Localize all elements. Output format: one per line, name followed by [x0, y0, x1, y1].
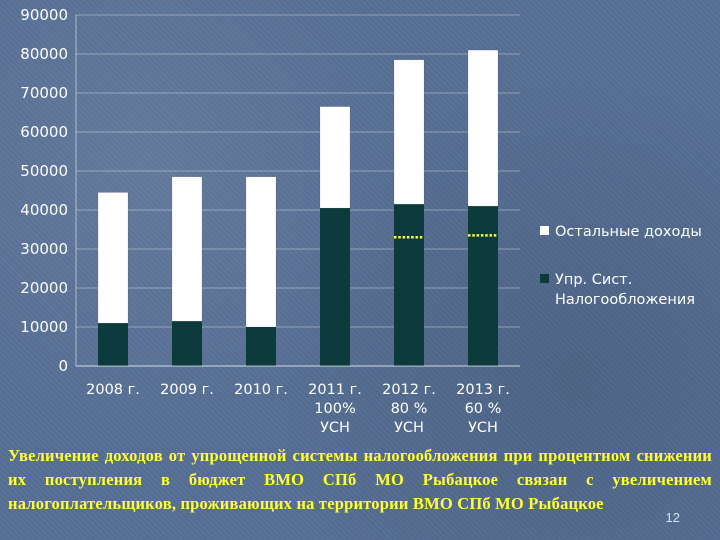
- y-tick-label: 0: [58, 357, 68, 375]
- page-number: 12: [665, 510, 680, 525]
- legend-swatch-other: [540, 226, 549, 235]
- y-tick-label: 90000: [20, 6, 68, 24]
- bar-segment-usn: [394, 204, 424, 366]
- slide-caption: Увеличение доходов от упрощенной системы…: [8, 446, 712, 513]
- y-tick-label: 50000: [20, 162, 68, 180]
- y-tick-label: 20000: [20, 279, 68, 297]
- bar-segment-other: [467, 49, 499, 207]
- bar-segment-usn: [246, 327, 276, 366]
- y-tick-label: 10000: [20, 318, 68, 336]
- bar-segment-other: [319, 106, 351, 209]
- x-axis-labels: 2008 г. 2009 г. 2010 г. 2011 г. 100% УСН 2012 …: [86, 382, 510, 436]
- grid-lines: [76, 14, 520, 367]
- legend-swatch-usn: [540, 274, 549, 283]
- bars: [97, 49, 499, 366]
- x-tick-label: 2010 г.: [234, 382, 288, 398]
- bar-segment-other: [97, 192, 129, 324]
- y-axis: 0 10000 20000 30000 40000 50000 60000 70000 8000…: [20, 6, 520, 375]
- legend-label: Упр. Сист. Налогообложения: [555, 272, 695, 308]
- bar-segment-usn: [468, 206, 498, 366]
- bar-segment-usn: [98, 323, 128, 366]
- x-tick-label: 2011 г. 100% УСН: [308, 382, 362, 436]
- y-tick-label: 70000: [20, 84, 68, 102]
- bar-segment-usn: [172, 321, 202, 366]
- legend-label: Остальные доходы: [555, 224, 702, 240]
- x-tick-label: 2012 г. 80 % УСН: [382, 382, 436, 436]
- bar-segment-other: [171, 176, 203, 322]
- x-tick-label: 2013 г. 60 % УСН: [456, 382, 510, 436]
- y-tick-label: 40000: [20, 201, 68, 219]
- threshold-markers: [394, 234, 498, 239]
- bar-segment-usn: [320, 208, 350, 366]
- y-tick-label: 80000: [20, 45, 68, 63]
- y-tick-label: 30000: [20, 240, 68, 258]
- bar-segment-other: [393, 59, 425, 205]
- y-tick-label: 60000: [20, 123, 68, 141]
- x-tick-label: 2009 г.: [160, 382, 214, 398]
- bar-segment-other: [245, 176, 277, 328]
- legend: Остальные доходы Упр. Сист. Налогообложени…: [540, 224, 702, 308]
- stacked-bar-chart: 0 10000 20000 30000 40000 50000 60000 70000 8000…: [20, 6, 702, 436]
- x-tick-label: 2008 г.: [86, 382, 140, 398]
